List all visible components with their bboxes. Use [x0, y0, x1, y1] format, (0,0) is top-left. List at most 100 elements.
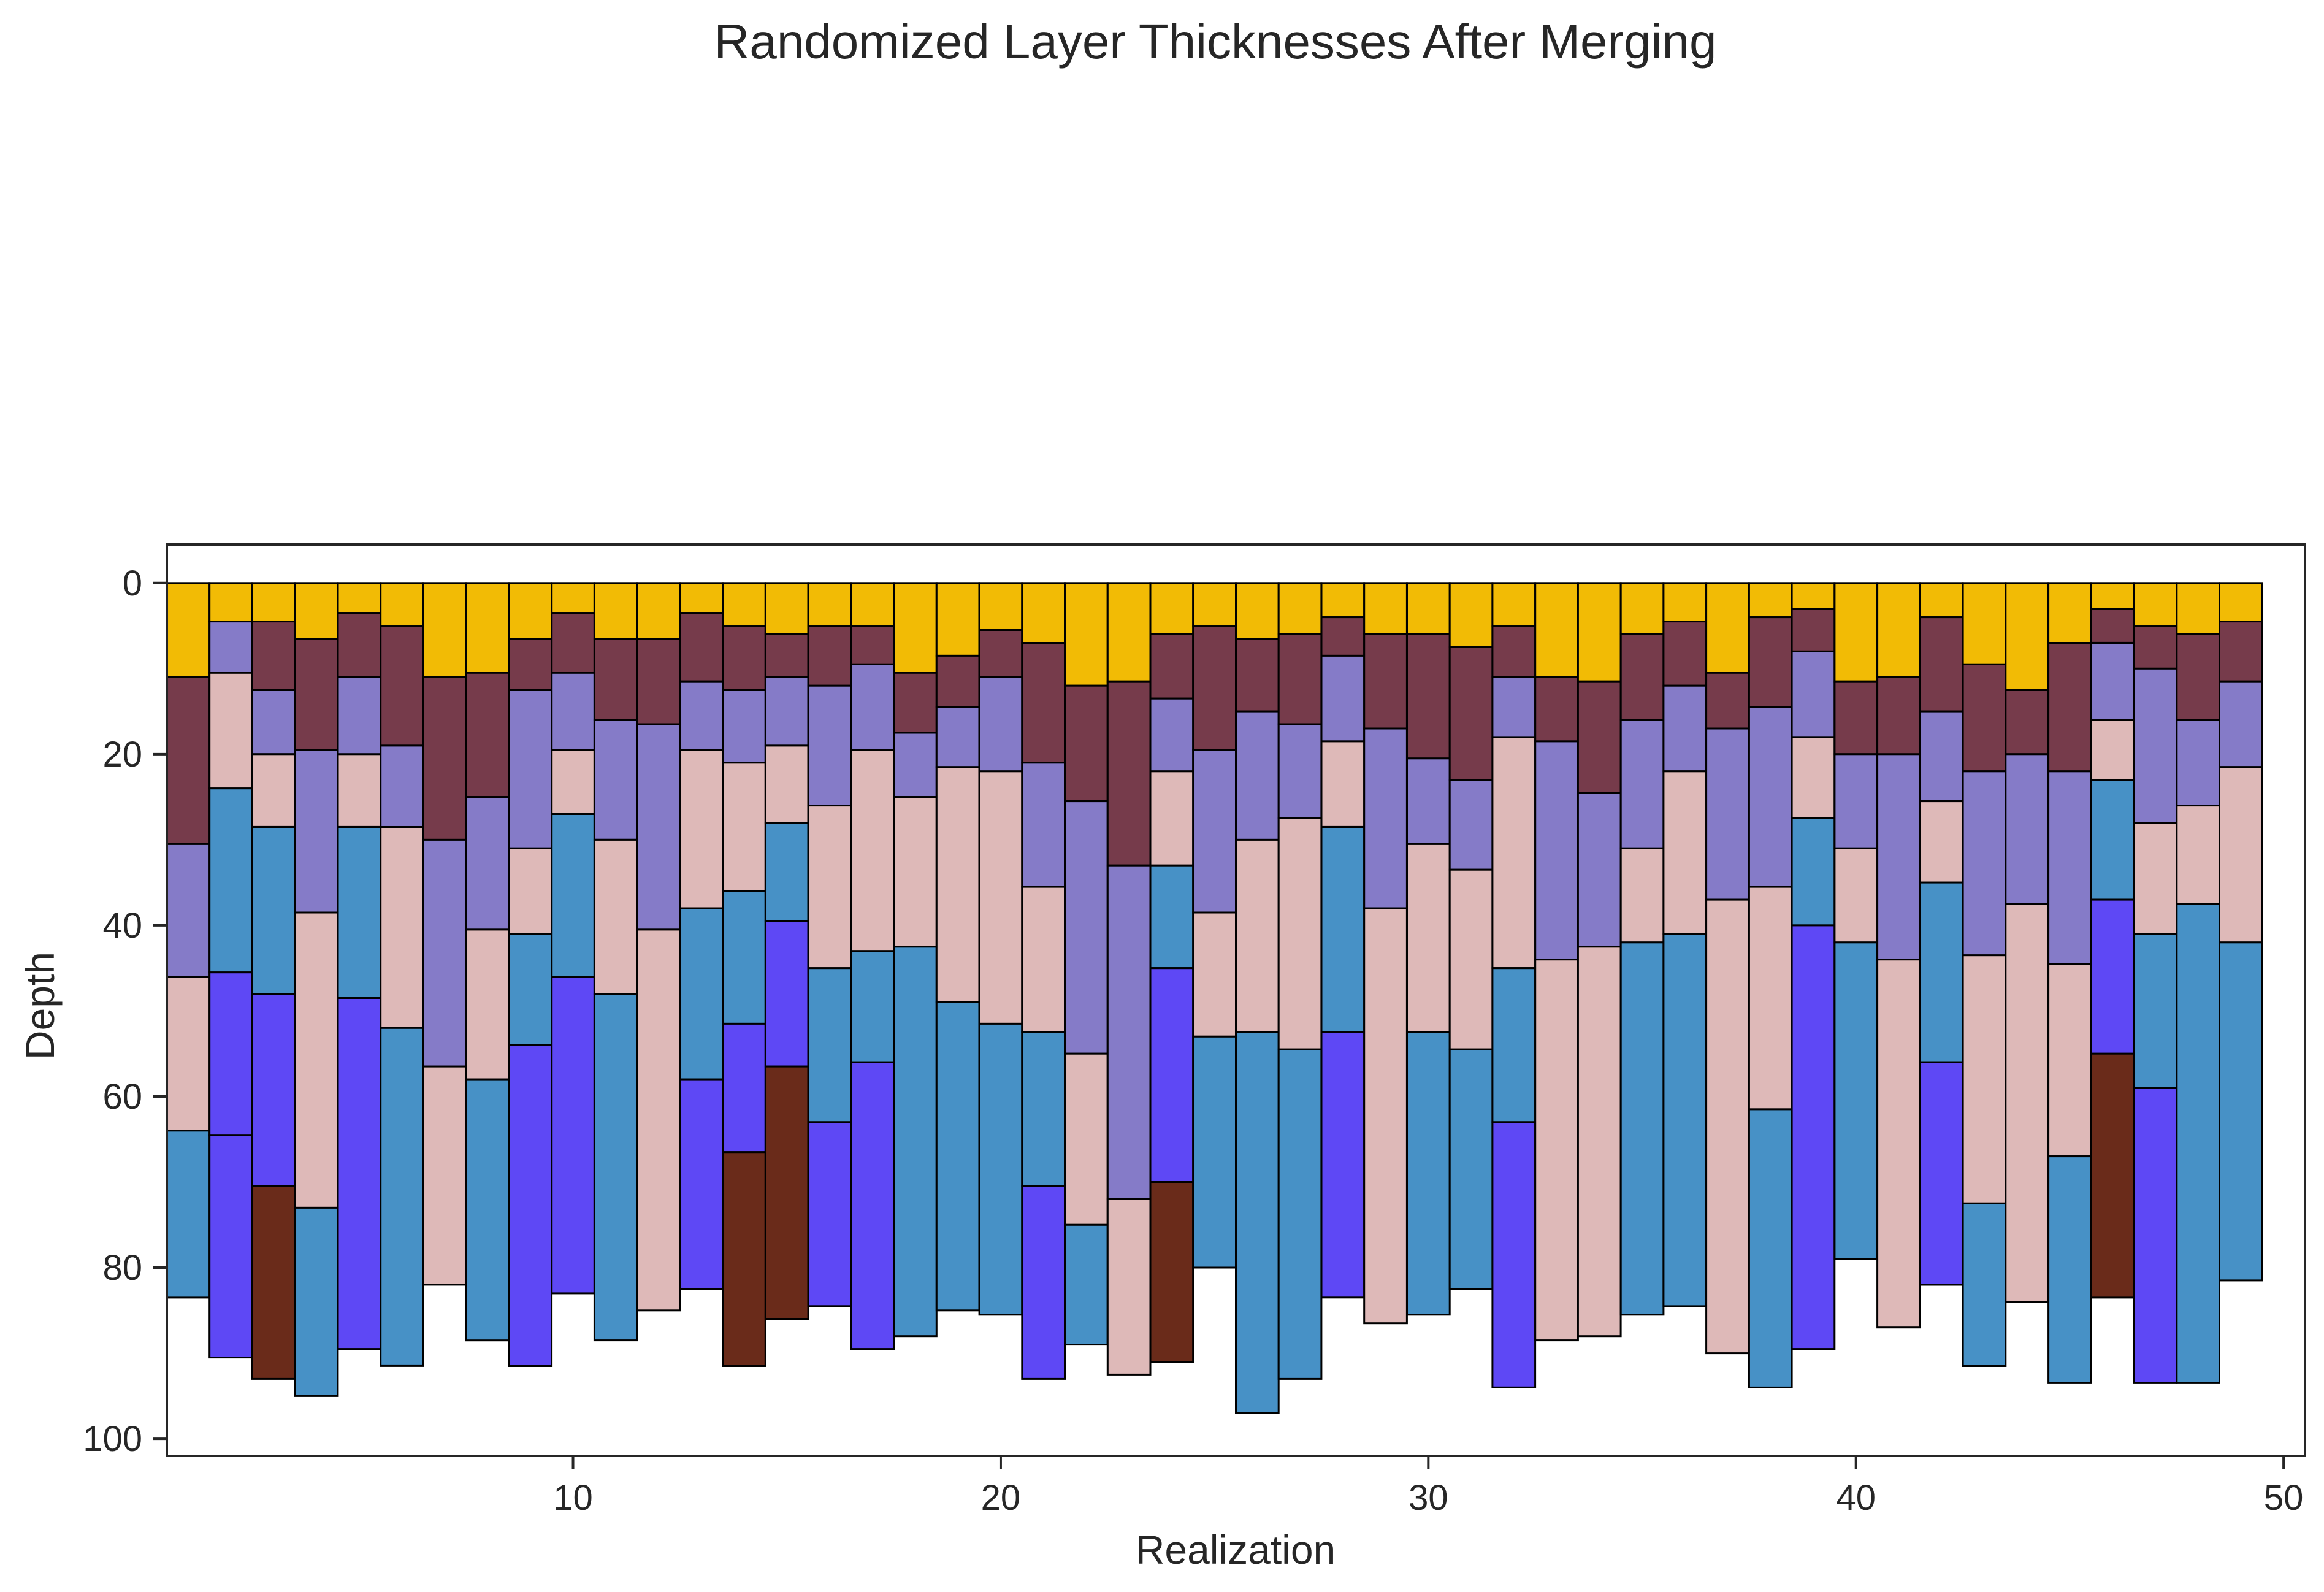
layer-bar-r25-2 [1192, 749, 1237, 914]
layer-bar-r45-2 [2047, 770, 2092, 965]
layer-bar-r24-5 [1149, 967, 1194, 1183]
layer-bar-r48-2 [2176, 719, 2221, 806]
x-tick-label: 40 [1836, 1478, 1876, 1518]
layer-bar-r15-6 [764, 1065, 809, 1320]
layer-bar-r47-5 [2133, 1087, 2178, 1384]
layer-bar-r5-5 [337, 997, 382, 1350]
layer-bar-r2-5 [208, 1134, 253, 1359]
layer-bar-r2-0 [208, 582, 253, 623]
layer-bar-r4-2 [294, 749, 339, 914]
layer-bar-r48-4 [2176, 903, 2221, 1384]
layer-bar-r27-1 [1277, 633, 1323, 725]
layer-bar-r31-1 [1448, 646, 1494, 781]
layer-bar-r49-1 [2219, 621, 2263, 683]
layer-bar-r41-3 [1876, 959, 1921, 1329]
layer-bar-r31-4 [1448, 1048, 1494, 1290]
layer-bar-r19-2 [935, 706, 980, 768]
layer-bar-r6-4 [380, 1027, 424, 1367]
layer-bar-r20-0 [978, 582, 1023, 631]
layer-bar-r35-4 [1619, 941, 1665, 1316]
layer-bar-r32-1 [1491, 625, 1537, 678]
layer-bar-r24-3 [1149, 770, 1194, 867]
layer-bar-r11-0 [593, 582, 638, 640]
layer-bar-r15-0 [764, 582, 809, 635]
layer-bar-r14-4 [722, 890, 766, 1025]
layer-bar-r17-3 [850, 749, 895, 952]
layer-bar-r14-0 [722, 582, 766, 627]
layer-bar-r10-5 [551, 976, 595, 1295]
layer-bar-r21-5 [1021, 1185, 1066, 1380]
layer-bar-r49-0 [2219, 582, 2263, 623]
layer-bar-r18-3 [893, 796, 938, 948]
layer-bar-r48-3 [2176, 805, 2221, 905]
layer-bar-r3-4 [251, 826, 296, 995]
layer-bar-r17-0 [850, 582, 895, 627]
layer-bar-r32-4 [1491, 967, 1537, 1123]
layer-bar-r8-4 [465, 1078, 510, 1342]
layer-bar-r46-0 [2090, 582, 2135, 610]
layer-bar-r3-3 [251, 753, 296, 828]
layer-bar-r30-3 [1406, 843, 1451, 1033]
layer-bar-r42-2 [1919, 710, 1964, 803]
layer-bar-r23-1 [1106, 680, 1152, 867]
layer-bar-r10-0 [551, 582, 595, 614]
layer-bar-r21-1 [1021, 642, 1066, 764]
layer-bar-r39-0 [1791, 582, 1836, 610]
layer-bar-r6-3 [380, 826, 424, 1029]
layer-bar-r29-0 [1363, 582, 1408, 635]
layer-bar-r34-0 [1577, 582, 1622, 683]
layer-bar-r6-1 [380, 625, 424, 747]
layer-bar-r46-3 [2090, 719, 2135, 781]
layer-bar-r26-0 [1235, 582, 1280, 640]
layer-bar-r20-4 [978, 1022, 1023, 1316]
layer-bar-r28-5 [1320, 1031, 1366, 1299]
layer-bar-r42-5 [1919, 1061, 1964, 1286]
layer-bar-r49-2 [2219, 680, 2263, 768]
layer-bar-r12-2 [636, 723, 681, 931]
layer-bar-r10-4 [551, 813, 595, 978]
layer-bar-r4-3 [294, 911, 339, 1209]
y-tick-label: 100 [83, 1419, 142, 1459]
layer-bar-r14-5 [722, 1022, 766, 1154]
layer-bar-r1-1 [166, 676, 211, 845]
layer-bar-r26-2 [1235, 710, 1280, 841]
layer-bar-r29-2 [1363, 727, 1408, 909]
layer-bar-r26-3 [1235, 838, 1280, 1033]
layer-bar-r37-3 [1705, 898, 1750, 1355]
layer-bar-r36-4 [1662, 933, 1708, 1307]
layer-bar-r35-3 [1619, 847, 1665, 944]
layer-bar-r33-1 [1534, 676, 1579, 743]
layer-bar-r33-3 [1534, 959, 1579, 1342]
layer-bar-r9-1 [508, 638, 553, 691]
layer-bar-r10-2 [551, 672, 595, 751]
layer-bar-r38-4 [1748, 1108, 1793, 1388]
layer-bar-r22-3 [1064, 1052, 1109, 1226]
layer-bar-r9-0 [508, 582, 553, 640]
layer-bar-r6-2 [380, 744, 424, 829]
layer-bar-r24-0 [1149, 582, 1194, 635]
layer-bar-r42-3 [1919, 800, 1964, 884]
layer-bar-r32-3 [1491, 736, 1537, 970]
layer-bar-r7-2 [422, 838, 467, 1068]
layer-bar-r10-3 [551, 749, 595, 816]
layer-bar-r8-1 [465, 672, 510, 798]
layer-bar-r1-2 [166, 843, 211, 978]
layer-bar-r20-2 [978, 676, 1023, 773]
layer-bar-r30-4 [1406, 1031, 1451, 1316]
y-axis-label: Depth [17, 952, 63, 1060]
layer-bar-r25-3 [1192, 911, 1237, 1038]
layer-bar-r45-1 [2047, 642, 2092, 773]
layer-bar-r23-2 [1106, 864, 1152, 1200]
layer-bar-r45-3 [2047, 963, 2092, 1158]
layer-bar-r46-4 [2090, 779, 2135, 901]
layer-bar-r28-0 [1320, 582, 1366, 619]
layer-bar-r38-1 [1748, 616, 1793, 708]
layer-bar-r46-1 [2090, 608, 2135, 644]
layer-bar-r5-1 [337, 612, 382, 678]
layer-bar-r2-2 [208, 672, 253, 790]
layer-bar-r2-1 [208, 621, 253, 674]
layer-bar-r16-2 [807, 684, 852, 806]
x-axis-ticks: 10 20 30 40 50 [553, 1456, 2303, 1518]
layer-bar-r42-4 [1919, 881, 1964, 1063]
layer-bar-r5-2 [337, 676, 382, 756]
